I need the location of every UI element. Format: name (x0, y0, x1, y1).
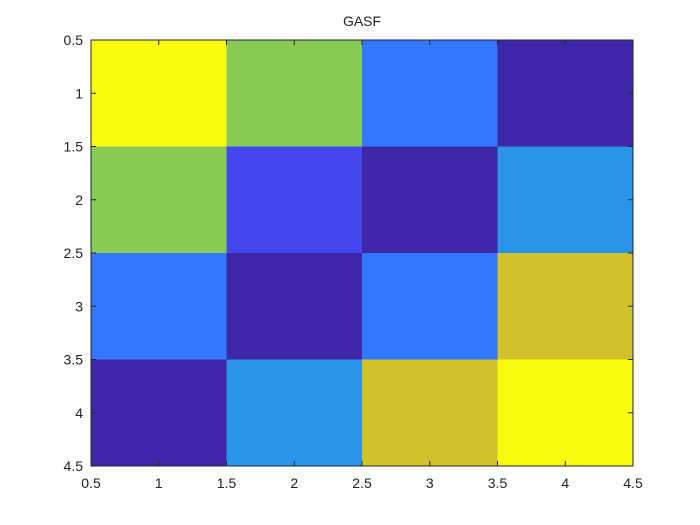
y-tick-label: 1.5 (64, 139, 84, 155)
x-tick-label: 4 (561, 475, 569, 491)
heatmap-cell (362, 253, 498, 360)
y-tick-label: 1 (75, 85, 83, 101)
y-tick-label: 3 (75, 298, 83, 314)
y-tick-label: 3.5 (64, 352, 84, 368)
heatmap-cell (91, 146, 227, 253)
heatmap-cell (226, 40, 362, 147)
y-tick-label: 2 (75, 192, 83, 208)
heatmap-cell (497, 359, 633, 466)
x-tick-label: 3.5 (488, 475, 508, 491)
heatmap-cell (91, 40, 227, 147)
x-tick-label: 2 (290, 475, 298, 491)
x-tick-label: 2.5 (352, 475, 372, 491)
heatmap-cell (362, 40, 498, 147)
x-tick-label: 3 (426, 475, 434, 491)
heatmap-cell (91, 253, 227, 360)
heatmap-cell (362, 359, 498, 466)
heatmap-cell (91, 359, 227, 466)
x-tick-label: 1.5 (217, 475, 237, 491)
heatmap-cell (497, 40, 633, 147)
heatmap-cell (497, 253, 633, 360)
chart-title: GASF (343, 13, 381, 29)
heatmap-cell (226, 146, 362, 253)
heatmap-cell (497, 146, 633, 253)
x-tick-label: 1 (155, 475, 163, 491)
heatmap-cell (362, 146, 498, 253)
y-tick-label: 0.5 (64, 32, 84, 48)
heatmap-cell (226, 359, 362, 466)
heatmap-cell (226, 253, 362, 360)
x-tick-label: 0.5 (81, 475, 101, 491)
y-tick-label: 4 (75, 405, 83, 421)
y-tick-label: 2.5 (64, 245, 84, 261)
x-tick-label: 4.5 (623, 475, 643, 491)
y-tick-label: 4.5 (64, 458, 84, 474)
